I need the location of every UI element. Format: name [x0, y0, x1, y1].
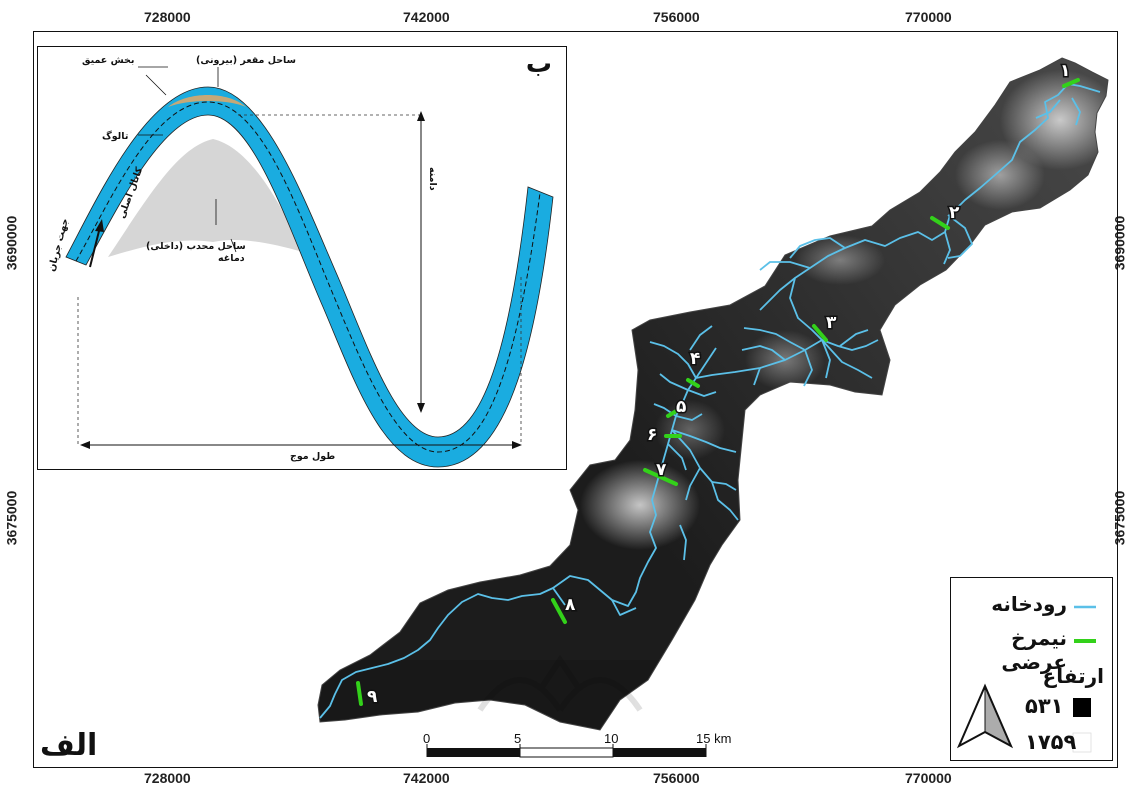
deep-section [168, 95, 246, 107]
label-amplitude: دامنه [427, 167, 438, 191]
label-thalweg: تالوگ [102, 130, 128, 142]
legend-river-label: رودخانه [991, 592, 1067, 616]
profile-label-6: ۶ [647, 425, 657, 445]
map-legend: رودخانه نیمرخ عرضی ارتفاع ۵۳۱ ۱۷۵۹ [950, 577, 1113, 761]
map-frame [33, 31, 1118, 768]
scale-bar: 0 5 10 15 km [423, 731, 731, 758]
river-channel [65, 86, 554, 468]
profile-label-9: ۹ [367, 687, 378, 707]
label-point-bar: دماغه [218, 253, 245, 264]
coord-top-3: 756000 [653, 9, 700, 25]
label-flow-direction: جهت جریان [46, 217, 71, 272]
profile-label-3: ۳ [826, 313, 837, 333]
scale-tick-5: 5 [514, 731, 521, 746]
coord-bottom-1: 728000 [144, 770, 191, 786]
panel-label-inset: ب [525, 49, 552, 79]
profile-label-8: ۸ [565, 595, 576, 615]
profile-lines [356, 78, 1080, 706]
thalweg-line [75, 101, 541, 453]
scale-tick-0: 0 [423, 731, 430, 746]
panel-label-main: الف [40, 728, 98, 763]
legend-elev-low: ۵۳۱ [1025, 694, 1064, 718]
profile-label-7: ۷ [656, 460, 667, 480]
label-convex-bank: ساحل محدب (داخلی) [146, 241, 246, 252]
coord-top-1: 728000 [144, 9, 191, 25]
north-arrow-icon [956, 683, 1014, 749]
legend-cross-section-label: نیمرخ عرضی [1001, 626, 1067, 674]
coord-bottom-4: 770000 [905, 770, 952, 786]
label-deep-section: بخش عمیق [82, 55, 134, 66]
coord-bottom-2: 742000 [403, 770, 450, 786]
point-bar-shape [108, 139, 303, 257]
coord-bottom-3: 756000 [653, 770, 700, 786]
inset-meander-diagram: ساحل مقعر (بیرونی) بخش عمیق تالوگ ساحل م… [37, 46, 567, 470]
watermark-emblem [477, 654, 643, 712]
scale-tick-10: 10 [604, 731, 618, 746]
profile-label-4: ۴ [690, 349, 700, 369]
legend-elev-high: ۱۷۵۹ [1025, 730, 1077, 754]
coord-top-2: 742000 [403, 9, 450, 25]
scale-tick-15: 15 km [696, 731, 731, 746]
profile-label-5: ۵ [676, 397, 686, 417]
profile-label-2: ۲ [949, 203, 960, 223]
legend-elevation-title: ارتفاع [1042, 664, 1104, 688]
label-wavelength: طول موج [290, 451, 335, 462]
profile-label-1: ۱ [1060, 61, 1070, 81]
coord-top-4: 770000 [905, 9, 952, 25]
label-concave-bank: ساحل مقعر (بیرونی) [196, 55, 296, 66]
river-network [319, 83, 1101, 719]
